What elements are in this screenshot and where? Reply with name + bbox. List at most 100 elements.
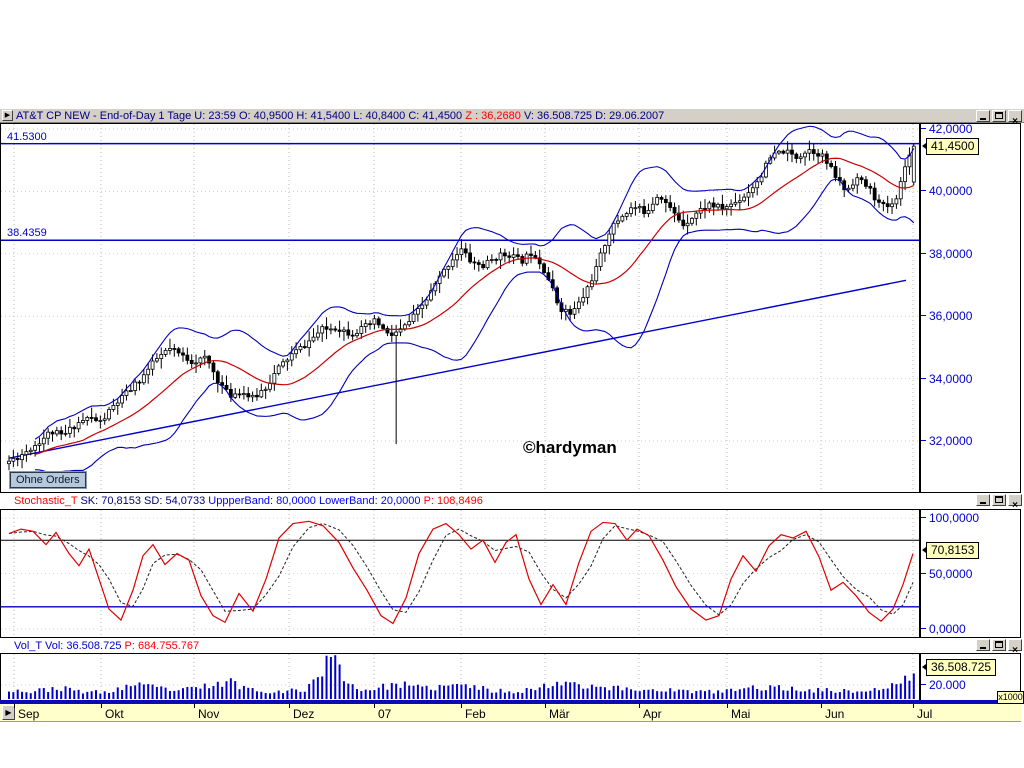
volume-header: Vol_T Vol: 36.508.725 P: 684.755.767 × xyxy=(0,638,1024,656)
month-label: Okt xyxy=(105,707,124,721)
time-axis-tick xyxy=(194,704,195,708)
maximize-button[interactable] xyxy=(992,110,1006,122)
price-axis[interactable]: 41,4500 42,0000 40,0000 38,0000 36,0000 34,0… xyxy=(920,122,1021,493)
axis-tick-label: 34,0000 xyxy=(929,371,973,386)
axis-tick-label: 36,0000 xyxy=(929,309,973,324)
close-button[interactable]: × xyxy=(1008,494,1022,511)
text-segment: P: 108,8496 xyxy=(423,495,483,507)
marker-arrow-icon xyxy=(922,143,926,150)
hline-label: 41.5300 xyxy=(6,130,48,143)
chart-window-titlebar[interactable]: ▶ AT&T CP NEW - End-of-Day 1 Tage U: 23:… xyxy=(0,108,1024,127)
stochastic-plot[interactable] xyxy=(0,509,920,638)
time-axis-tick xyxy=(14,704,15,708)
axis-tick-label: 0,0000 xyxy=(929,622,966,636)
time-axis-scroll-button[interactable]: ▶ xyxy=(2,705,15,720)
maximize-button[interactable] xyxy=(992,494,1006,506)
month-label: Sep xyxy=(18,707,40,721)
axis-tick xyxy=(921,377,926,379)
minimize-icon xyxy=(980,502,986,504)
minimize-button[interactable] xyxy=(976,110,990,122)
text-segment: SK: 70,8153 SD: 54,0733 xyxy=(80,495,209,507)
volume-window-controls: × xyxy=(976,639,1022,656)
time-axis-tick xyxy=(101,704,102,708)
maximize-icon xyxy=(995,112,1003,119)
volume-header-text: Vol_T Vol: 36.508.725 P: 684.755.767 xyxy=(14,640,199,652)
volume-bars-svg xyxy=(1,654,919,699)
text-segment: Stochastic_T xyxy=(14,495,81,507)
last-price-marker: 41,4500 xyxy=(922,138,980,156)
month-label: Apr xyxy=(643,707,662,721)
marker-arrow-icon xyxy=(922,664,926,671)
volume-plot[interactable] xyxy=(0,653,920,700)
axis-tick-label: 32,0000 xyxy=(929,434,973,448)
stochastic-window-controls: × xyxy=(976,494,1022,511)
axis-tick xyxy=(921,517,926,518)
window-title: AT&T CP NEW - End-of-Day 1 Tage U: 23:59… xyxy=(16,110,664,122)
close-icon: × xyxy=(1012,116,1018,127)
close-button[interactable]: × xyxy=(1008,110,1022,127)
month-label: Dez xyxy=(293,707,315,721)
stochastic-header-text: Stochastic_T SK: 70,8153 SD: 54,0733 Upp… xyxy=(14,495,483,507)
right-arrow-icon: ▶ xyxy=(5,708,12,717)
stochastic-header: Stochastic_T SK: 70,8153 SD: 54,0733 Upp… xyxy=(0,493,1024,511)
marker-arrow-icon xyxy=(922,547,926,554)
stochastic-value: 70,8153 xyxy=(931,543,975,558)
axis-tick-label: 50,0000 xyxy=(929,566,973,581)
month-label: Feb xyxy=(465,707,486,721)
minimize-button[interactable] xyxy=(976,494,990,506)
stochastic-axis[interactable]: 70,8153 100,0000 50,0000 0,0000 xyxy=(920,509,1021,638)
text-segment: V: 36.508.725 D: 29.06.2007 xyxy=(523,109,665,122)
minimize-button[interactable] xyxy=(976,639,990,651)
axis-tick-label: 100,0000 xyxy=(929,510,980,525)
text-segment: P: 684.755.767 xyxy=(124,640,200,652)
month-label: Mär xyxy=(549,707,570,721)
maximize-icon xyxy=(995,641,1003,648)
axis-tick-label: 20.000 xyxy=(929,678,966,692)
text-segment: Z : 36,2680 xyxy=(465,109,524,122)
titlebar-expand-button[interactable]: ▶ xyxy=(2,110,13,121)
window-controls: × xyxy=(976,110,1022,127)
ohne-orders-button[interactable]: Ohne Orders xyxy=(9,471,87,489)
time-axis-tick xyxy=(913,704,914,708)
axis-tick xyxy=(921,684,926,685)
axis-tick xyxy=(921,190,926,192)
close-icon: × xyxy=(1012,645,1018,656)
close-button[interactable]: × xyxy=(1008,639,1022,656)
month-label: Mai xyxy=(731,707,751,721)
maximize-button[interactable] xyxy=(992,639,1006,651)
axis-tick xyxy=(921,628,926,629)
stochastic-svg xyxy=(1,510,919,637)
right-arrow-icon: ▶ xyxy=(4,112,11,119)
volume-value-marker: 36.508.725 xyxy=(922,659,997,677)
axis-tick xyxy=(921,252,926,254)
time-axis-tick xyxy=(821,704,822,708)
text-segment: UppperBand: 80,0000 LowerBand: 20,0000 xyxy=(208,495,424,507)
axis-tick-label: 38,0000 xyxy=(929,246,973,261)
price-chart-plot[interactable]: ©hardyman Ohne Orders 41.5300 38.4359 xyxy=(0,123,920,493)
time-axis-tick xyxy=(374,704,375,708)
month-label: Jul xyxy=(917,707,933,721)
stochastic-value-marker: 70,8153 xyxy=(922,542,980,560)
time-axis-tick xyxy=(461,704,462,708)
axis-tick xyxy=(921,440,926,441)
month-label: Nov xyxy=(198,707,220,721)
hline-label: 38.4359 xyxy=(6,227,48,240)
watermark-text: ©hardyman xyxy=(523,438,617,457)
month-label: Jun xyxy=(825,707,845,721)
time-axis-tick xyxy=(727,704,728,708)
time-axis-tick xyxy=(289,704,290,708)
time-axis-tick xyxy=(545,704,546,708)
minimize-icon xyxy=(980,647,986,649)
candlestick-svg xyxy=(1,124,919,492)
axis-tick xyxy=(921,572,926,574)
text-segment: AT&T CP NEW - End-of-Day 1 Tage U: 23:59… xyxy=(16,109,466,122)
axis-tick-label: 40,0000 xyxy=(929,184,973,199)
axis-tick-label: 42,0000 xyxy=(929,122,973,136)
axis-tick xyxy=(921,128,926,129)
maximize-icon xyxy=(995,496,1003,503)
time-axis-tick xyxy=(639,704,640,708)
last-price-value: 41,4500 xyxy=(931,139,975,154)
time-axis[interactable]: ▶ Sep Okt Nov Dez 07 Feb Mär Apr Mai Jun Jul xyxy=(0,704,1021,722)
volume-unit-badge: x1000 xyxy=(997,691,1024,704)
